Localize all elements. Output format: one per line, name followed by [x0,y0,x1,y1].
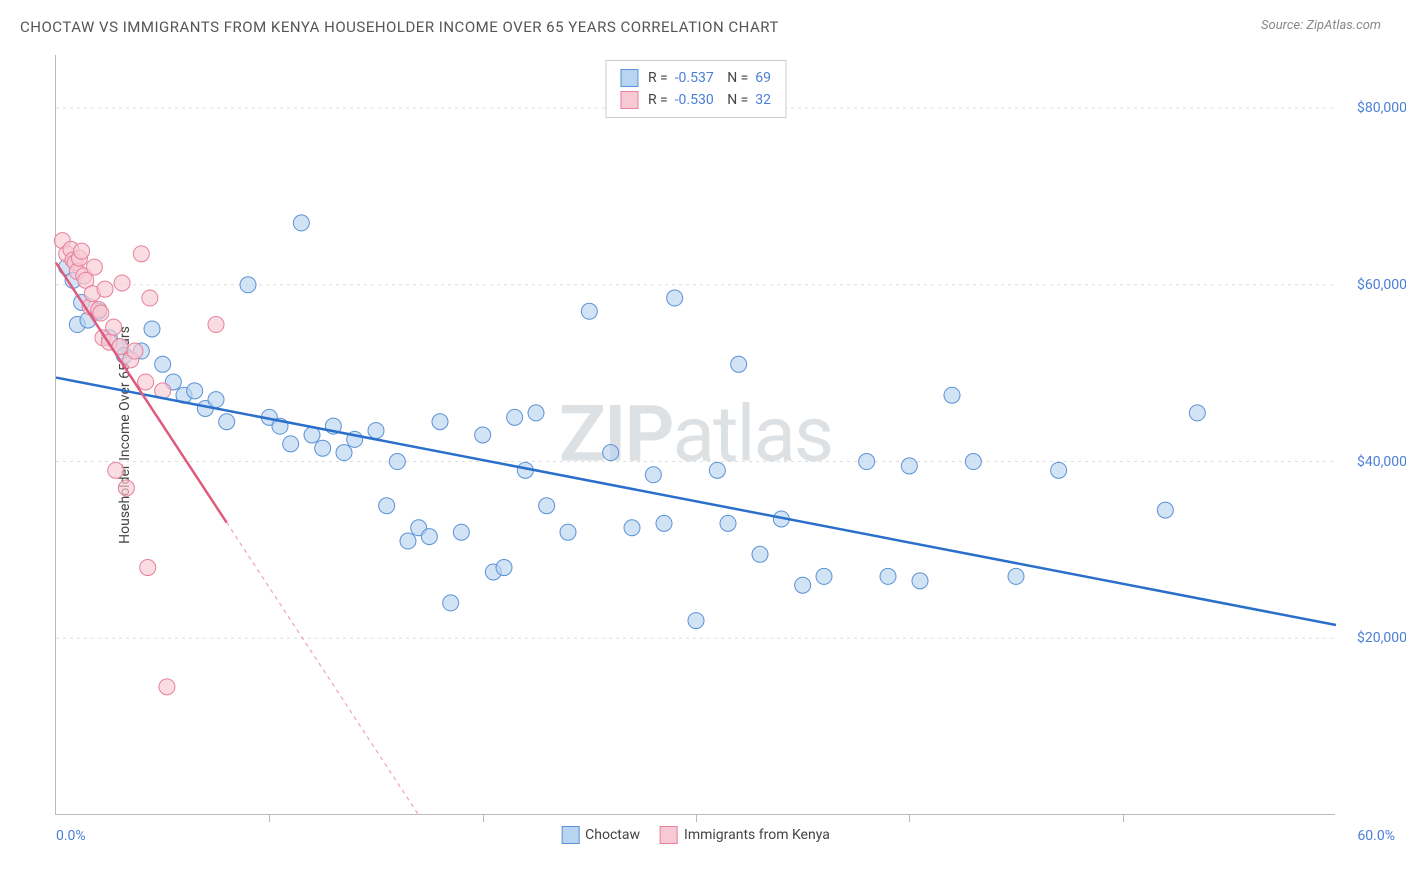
y-tick-label: $80,000 [1357,100,1406,116]
legend-series-box: Choctaw Immigrants from Kenya [561,826,830,844]
legend-r-label-1: R = -0.537 [648,70,714,86]
x-tick [483,814,484,822]
legend-n-val-1: 69 [755,70,771,86]
legend-label-kenya: Immigrants from Kenya [684,827,830,843]
x-tick [696,814,697,822]
legend-item-choctaw: Choctaw [561,826,640,844]
legend-stats-box: R = -0.537 N = 69 R = -0.530 N = 32 [605,60,786,118]
legend-label-choctaw: Choctaw [585,827,640,843]
legend-swatch-kenya-bottom [660,826,678,844]
legend-r-val-1: -0.537 [675,70,714,86]
x-tick [909,814,910,822]
x-axis-max-label: 60.0% [1357,828,1395,844]
chart-title: CHOCTAW VS IMMIGRANTS FROM KENYA HOUSEHO… [20,18,779,36]
y-tick-label: $60,000 [1357,277,1406,293]
legend-n-label-2: N = 32 [724,92,771,108]
chart-plot-area: Householder Income Over 65 years ZIPatla… [55,55,1335,815]
scatter-plot-svg [56,55,1335,814]
x-tick [269,814,270,822]
legend-n-label-1: N = 69 [724,70,771,86]
y-tick-label: $40,000 [1357,454,1406,470]
legend-swatch-choctaw [620,69,638,87]
legend-item-kenya: Immigrants from Kenya [660,826,830,844]
x-tick [1123,814,1124,822]
y-tick-label: $20,000 [1357,630,1406,646]
legend-n-val-2: 32 [755,92,771,108]
legend-swatch-choctaw-bottom [561,826,579,844]
legend-r-val-2: -0.530 [675,92,714,108]
legend-stats-row-1: R = -0.537 N = 69 [620,67,771,89]
legend-r-label-2: R = -0.530 [648,92,714,108]
legend-swatch-kenya [620,91,638,109]
legend-stats-row-2: R = -0.530 N = 32 [620,89,771,111]
source-label: Source: ZipAtlas.com [1261,18,1381,33]
x-axis-min-label: 0.0% [56,828,86,844]
